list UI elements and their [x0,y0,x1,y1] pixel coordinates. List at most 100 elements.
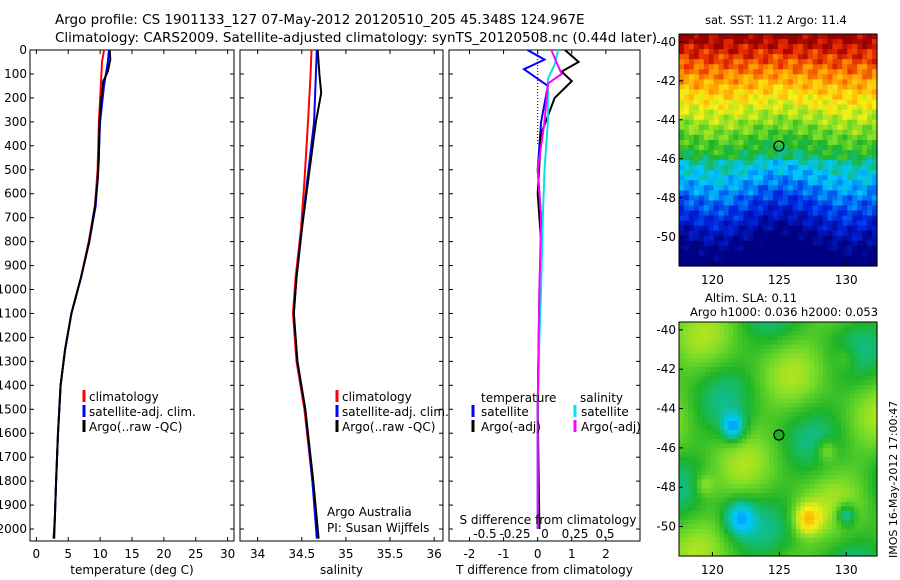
map-cell [768,195,774,202]
map-cell [847,185,853,191]
map-cell [836,542,842,548]
map-cell [746,371,752,377]
map-cell [742,416,748,422]
map-cell [768,34,774,40]
map-cell [836,385,842,391]
map-cell [832,353,838,359]
map-cell [679,506,685,512]
map-cell [852,144,858,151]
map-cell [688,200,695,207]
map-cell [713,74,720,80]
map-cell [827,533,833,539]
map-cell [837,215,843,222]
map-cell [782,475,788,481]
map-cell [706,398,712,404]
map-cell [773,479,779,485]
map-cell [742,457,748,463]
map-cell [809,430,815,436]
map-cell [787,54,794,60]
map-cell [787,394,793,400]
map-cell [693,210,700,217]
map-cell [832,200,838,207]
map-cell [701,353,707,359]
map-cell [802,69,809,75]
map-cell [872,44,878,50]
map-cell [724,439,730,445]
map-cell [698,134,705,141]
map-cell [809,349,815,355]
map-cell [823,457,829,463]
map-cell [850,425,856,431]
map-cell [827,109,834,116]
map-cell [697,466,703,472]
map-cell [679,466,685,472]
map-cell [715,520,721,526]
map-cell [679,416,685,422]
map-cell [710,497,716,503]
map-cell [742,484,748,490]
map-cell [751,542,757,548]
map-cell [679,260,685,267]
map-cell [692,538,698,544]
map-cell [778,89,784,96]
map-cell [679,497,685,503]
map-cell [782,430,788,436]
map-cell [814,335,820,341]
map-cell [805,524,811,530]
map-cell [837,69,843,75]
map-cell [797,69,804,75]
map-cell [782,479,788,485]
map-cell [708,160,715,166]
map-cell [733,475,739,481]
map-cell [791,551,797,557]
map-cell [679,94,685,101]
map-cell [842,94,848,101]
map-cell [796,421,802,427]
map-cell [728,443,734,449]
map-cell [764,371,770,377]
map-cell [837,190,843,196]
map-cell [713,170,720,176]
map-cell [713,205,720,212]
map-cell [706,461,712,467]
map-cell [841,479,847,485]
map-cell [805,331,811,337]
map-cell [768,69,774,75]
map-cell [733,448,739,454]
map-cell [718,240,725,247]
map-cell [862,124,868,131]
map-cell [850,443,856,449]
map-cell [688,511,694,517]
map-cell [742,470,748,476]
map-cell [847,165,853,171]
map-cell [859,502,865,508]
map-cell [842,104,848,111]
map-cell [737,443,743,449]
map-cell [693,74,700,80]
map-cell [683,84,690,91]
map-cell [836,538,842,544]
map-cell [737,520,743,526]
map-cell [872,434,878,440]
map-cell [755,448,761,454]
map-cell [764,407,770,413]
map-cell [836,416,842,422]
map-cell [701,421,707,427]
map-cell [753,144,759,151]
map-cell [818,506,824,512]
map-cell [718,54,725,60]
map-cell [769,385,775,391]
map-cell [827,515,833,521]
map-cell [802,59,809,65]
map-cell [787,376,793,382]
map-cell [679,484,685,490]
map-cell [782,551,788,557]
map-cell [841,403,847,409]
map-cell [737,506,743,512]
map-cell [733,139,739,146]
map-cell [836,430,842,436]
map-cell [797,260,804,267]
map-cell [867,230,873,237]
map-cell [713,190,720,196]
map-cell [837,84,843,91]
